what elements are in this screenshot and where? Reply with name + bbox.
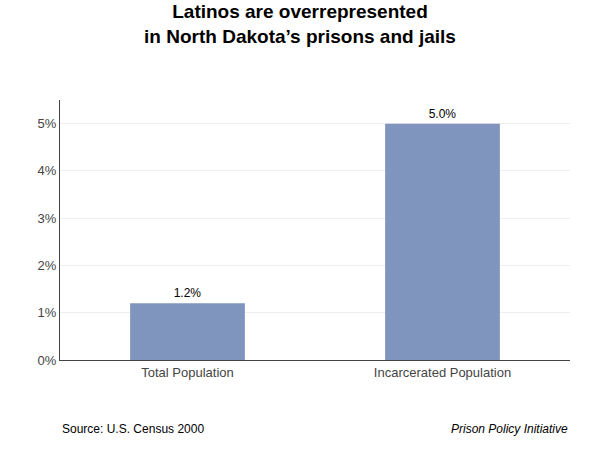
svg-text:Total Population: Total Population [141,365,234,380]
svg-text:4%: 4% [38,163,57,178]
svg-text:Prison Policy Initiative: Prison Policy Initiative [451,422,568,436]
svg-text:1%: 1% [38,305,57,320]
svg-text:Source: U.S. Census 2000: Source: U.S. Census 2000 [62,422,204,436]
svg-text:Latinos are overrepresentedin: Latinos are overrepresentedin North Dako… [144,1,456,47]
svg-text:3%: 3% [38,211,57,226]
svg-text:Incarcerated Population: Incarcerated Population [374,365,511,380]
svg-text:2%: 2% [38,258,57,273]
svg-text:5.0%: 5.0% [429,107,457,121]
svg-text:1.2%: 1.2% [174,286,202,300]
svg-text:0%: 0% [38,353,57,368]
svg-text:5%: 5% [38,116,57,131]
